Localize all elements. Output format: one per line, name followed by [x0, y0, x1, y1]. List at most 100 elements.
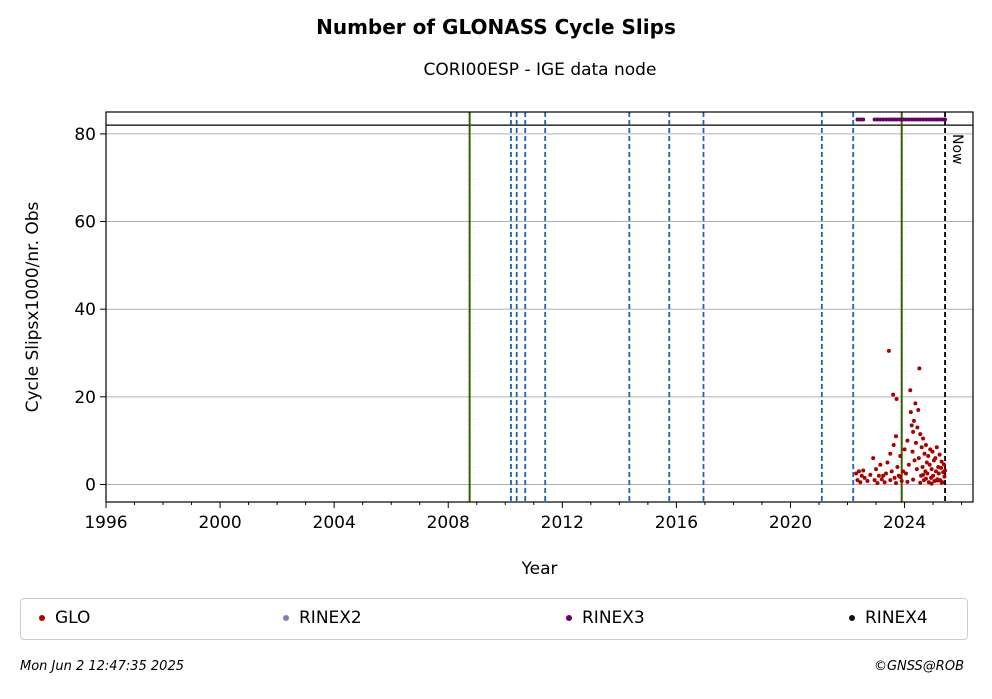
y-tick-label: 40	[74, 300, 96, 320]
data-point-rinex3	[938, 117, 943, 122]
data-point-glo	[935, 478, 940, 483]
x-tick-label: 2016	[655, 513, 698, 533]
data-point-rinex3	[918, 117, 923, 122]
data-point-glo	[876, 473, 881, 478]
data-point-rinex3	[875, 117, 880, 122]
data-point-glo	[937, 452, 942, 457]
data-point-glo	[915, 425, 920, 430]
data-point-glo	[871, 456, 876, 461]
data-point-rinex3	[921, 117, 926, 122]
data-point-glo	[881, 473, 886, 478]
data-point-rinex3	[895, 117, 900, 122]
data-point-glo	[891, 392, 896, 397]
legend-marker-rinex2	[283, 615, 289, 621]
data-point-glo	[923, 476, 928, 481]
data-point-rinex3	[889, 117, 894, 122]
data-point-rinex3	[892, 117, 897, 122]
x-tick-label: 2012	[541, 513, 584, 533]
data-point-glo	[879, 477, 884, 482]
x-tick-label: 1996	[84, 513, 127, 533]
legend-marker-glo	[39, 615, 45, 621]
data-point-glo	[893, 434, 898, 439]
data-point-glo	[902, 447, 907, 452]
data-point-rinex3	[912, 117, 917, 122]
data-point-glo	[911, 429, 916, 434]
data-point-glo	[908, 410, 913, 415]
chart-subtitle: CORI00ESP - IGE data node	[423, 60, 657, 80]
data-point-glo	[910, 449, 915, 454]
data-point-glo	[862, 475, 867, 480]
legend-item-glo: GLO	[39, 608, 90, 628]
data-point-glo	[923, 443, 928, 448]
plot-frame	[105, 111, 974, 503]
data-point-glo	[942, 474, 947, 479]
data-point-glo	[888, 451, 893, 456]
x-axis-label: Year	[521, 559, 558, 579]
legend-label-rinex4: RINEX4	[865, 608, 928, 628]
data-point-glo	[888, 478, 893, 483]
data-point-glo	[918, 480, 923, 485]
data-point-glo	[892, 475, 897, 480]
legend: GLO RINEX2 RINEX3 RINEX4	[20, 598, 968, 640]
data-point-glo	[912, 458, 917, 463]
data-point-glo	[856, 469, 861, 474]
data-point-glo	[875, 481, 880, 486]
data-point-glo	[905, 438, 910, 443]
data-point-glo	[920, 464, 925, 469]
legend-item-rinex2: RINEX2	[283, 608, 362, 628]
data-point-glo	[854, 471, 859, 476]
data-point-glo	[872, 478, 877, 483]
y-axis-label: Cycle Slipsx1000/nr. Obs	[23, 201, 43, 412]
data-point-glo	[939, 459, 944, 464]
data-point-glo	[925, 471, 930, 476]
data-point-rinex3	[884, 117, 889, 122]
legend-item-rinex3: RINEX3	[566, 608, 645, 628]
data-point-rinex3	[909, 117, 914, 122]
data-point-glo	[908, 388, 913, 393]
x-tick-label: 2008	[427, 513, 470, 533]
y-tick-label: 80	[74, 125, 96, 145]
now-label: Now	[949, 134, 965, 165]
data-point-rinex3	[855, 117, 860, 122]
data-point-glo	[858, 480, 863, 485]
data-point-rinex3	[935, 117, 940, 122]
data-point-rinex3	[906, 117, 911, 122]
data-point-glo	[868, 472, 873, 477]
data-point-glo	[901, 469, 906, 474]
data-point-glo	[889, 469, 894, 474]
data-point-glo	[878, 462, 883, 467]
legend-marker-rinex4	[849, 615, 855, 621]
data-point-glo	[924, 460, 929, 465]
data-point-rinex3	[898, 117, 903, 122]
x-tick-label: 2024	[883, 513, 926, 533]
data-point-glo	[893, 481, 898, 486]
data-point-glo	[943, 468, 948, 473]
data-point-glo	[931, 473, 936, 478]
y-tick-label: 20	[74, 388, 96, 408]
data-point-glo	[916, 407, 921, 412]
copyright: ©GNSS@ROB	[873, 659, 964, 674]
data-point-glo	[865, 478, 870, 483]
data-point-glo	[899, 478, 904, 483]
data-point-glo	[936, 471, 941, 476]
data-point-rinex3	[861, 117, 866, 122]
data-point-glo	[911, 418, 916, 423]
data-point-glo	[941, 462, 946, 467]
data-point-glo	[913, 401, 918, 406]
timestamp: Mon Jun 2 12:47:35 2025	[20, 659, 184, 674]
data-point-glo	[914, 467, 919, 472]
data-point-rinex3	[915, 117, 920, 122]
data-point-glo	[891, 443, 896, 448]
data-point-glo	[934, 445, 939, 450]
data-point-glo	[913, 440, 918, 445]
data-point-glo	[861, 468, 866, 473]
data-point-rinex3	[932, 117, 937, 122]
data-point-glo	[874, 467, 879, 472]
data-point-glo	[933, 456, 938, 461]
data-point-rinex3	[872, 117, 877, 122]
legend-item-rinex4: RINEX4	[849, 608, 928, 628]
data-point-glo	[921, 472, 926, 477]
legend-label-rinex3: RINEX3	[582, 608, 645, 628]
data-point-rinex3	[881, 117, 886, 122]
